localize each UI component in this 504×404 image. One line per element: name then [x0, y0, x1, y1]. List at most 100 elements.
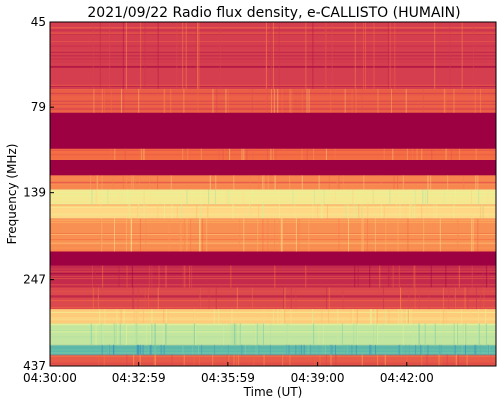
texture-streak: [227, 323, 229, 345]
texture-streak: [258, 175, 260, 190]
texture-streak: [300, 344, 302, 355]
texture-streak: [450, 148, 452, 160]
frequency-band: [50, 189, 496, 205]
texture-streak: [249, 344, 251, 355]
texture-streak: [154, 323, 156, 345]
texture-streak: [283, 287, 285, 310]
texture-streak: [354, 88, 356, 113]
texture-streak: [414, 287, 416, 310]
texture-streak: [154, 354, 156, 366]
texture-streak: [142, 344, 144, 355]
texture-streak: [426, 189, 428, 205]
texture-streak: [180, 189, 182, 205]
texture-streak: [383, 148, 385, 160]
texture-streak: [327, 309, 329, 324]
texture-streak: [103, 354, 105, 366]
texture-streak: [193, 323, 195, 345]
texture-line: [50, 271, 496, 273]
texture-line: [50, 207, 496, 209]
texture-streak: [138, 88, 140, 113]
texture-streak: [272, 148, 274, 160]
texture-streak: [198, 354, 200, 366]
texture-line: [50, 361, 496, 363]
texture-streak: [315, 189, 317, 205]
texture-streak: [397, 175, 399, 190]
texture-streak: [229, 148, 231, 160]
texture-streak: [305, 22, 307, 89]
texture-streak: [414, 265, 416, 288]
texture-streak: [288, 344, 290, 355]
texture-streak: [279, 204, 281, 219]
texture-streak: [356, 309, 358, 324]
texture-streak: [197, 88, 199, 113]
texture-streak: [200, 148, 202, 160]
frequency-band: [50, 354, 496, 366]
texture-streak: [226, 354, 228, 366]
texture-streak: [234, 189, 236, 205]
texture-line: [50, 331, 496, 333]
texture-streak: [198, 22, 200, 89]
texture-streak: [401, 309, 403, 324]
texture-streak: [218, 148, 220, 160]
texture-streak: [163, 309, 165, 324]
texture-streak: [95, 323, 97, 345]
texture-streak: [369, 309, 371, 324]
texture-streak: [487, 265, 489, 288]
texture-streak: [433, 354, 435, 366]
texture-streak: [118, 265, 120, 288]
texture-streak: [272, 22, 274, 89]
texture-line: [50, 268, 496, 270]
texture-streak: [334, 148, 336, 160]
texture-streak: [443, 309, 445, 324]
texture-streak: [110, 88, 112, 113]
texture-streak: [199, 287, 201, 310]
texture-streak: [338, 175, 340, 190]
texture-line: [50, 278, 496, 280]
texture-streak: [464, 287, 466, 310]
texture-streak: [470, 189, 472, 205]
texture-line: [50, 109, 496, 111]
texture-streak: [112, 323, 114, 345]
texture-streak: [326, 287, 328, 310]
texture-streak: [415, 344, 417, 355]
texture-streak: [133, 287, 135, 310]
texture-streak: [411, 204, 413, 219]
texture-streak: [186, 218, 188, 252]
texture-streak: [146, 204, 148, 219]
texture-streak: [314, 189, 316, 205]
texture-streak: [454, 287, 456, 310]
texture-line: [50, 295, 496, 297]
texture-streak: [101, 88, 103, 113]
texture-streak: [295, 218, 297, 252]
texture-streak: [303, 344, 305, 355]
texture-streak: [402, 323, 404, 345]
texture-streak: [439, 218, 441, 252]
texture-streak: [121, 189, 123, 205]
texture-streak: [127, 189, 129, 205]
texture-streak: [163, 344, 165, 355]
frequency-band: [50, 112, 496, 149]
texture-streak: [99, 22, 101, 89]
texture-streak: [380, 175, 382, 190]
texture-streak: [282, 309, 284, 324]
texture-streak: [331, 22, 333, 89]
texture-streak: [114, 148, 116, 160]
texture-line: [50, 107, 496, 109]
x-tick-label: 04:30:00: [23, 371, 77, 385]
texture-streak: [486, 323, 488, 345]
texture-streak: [142, 189, 144, 205]
texture-line: [50, 213, 496, 215]
texture-streak: [102, 323, 104, 345]
texture-streak: [434, 323, 436, 345]
texture-streak: [278, 189, 280, 205]
texture-line: [50, 355, 496, 357]
texture-streak: [358, 204, 360, 219]
texture-streak: [365, 22, 367, 89]
texture-streak: [369, 265, 371, 288]
texture-streak: [334, 344, 336, 355]
texture-streak: [218, 309, 220, 324]
texture-streak: [486, 265, 488, 288]
texture-streak: [125, 22, 127, 89]
texture-streak: [149, 323, 151, 345]
texture-streak: [459, 148, 461, 160]
